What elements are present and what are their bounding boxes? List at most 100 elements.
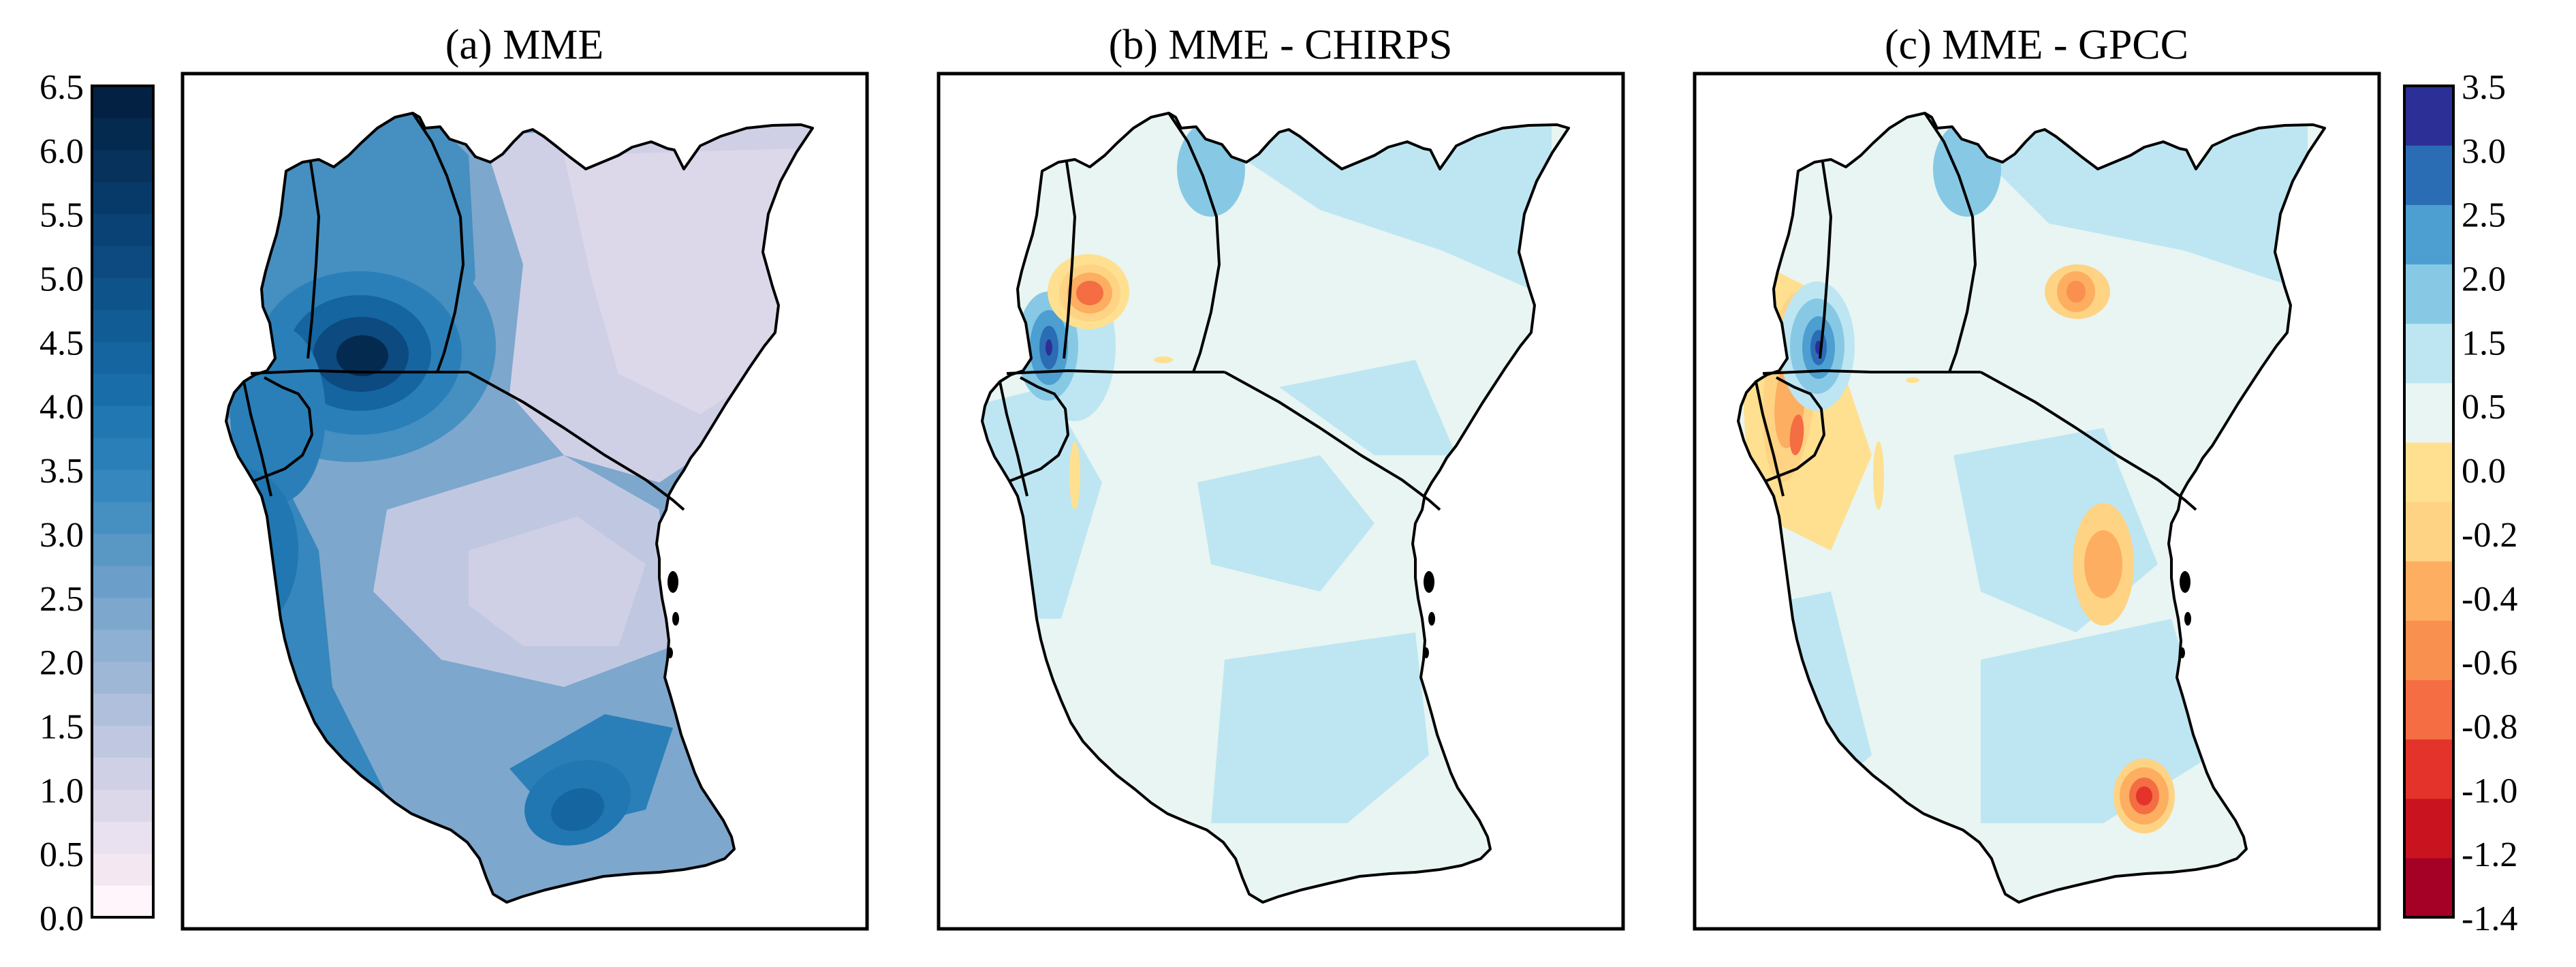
island	[1424, 647, 1429, 658]
country-border	[1063, 162, 1076, 359]
right-colorbar-tick-label: -1.0	[2462, 771, 2517, 810]
field-blob	[1906, 378, 1919, 383]
field-band	[1211, 632, 1429, 823]
island	[667, 647, 673, 658]
coastline	[981, 112, 1570, 904]
panel-a-title: (a) MME	[445, 22, 603, 68]
right-colorbar-tick-label: 3.0	[2462, 132, 2506, 171]
left-colorbar-ticks: 0.0 0.5 1.0 1.5 2.0 2.5 3.0 3.5 4.0 4.5 5.0 5.5 6.0 6…	[40, 68, 84, 938]
right-colorbar-swatch	[2404, 145, 2453, 205]
left-colorbar-tick-label: 5.5	[40, 196, 84, 235]
country-border	[1923, 112, 1977, 373]
left-colorbar-swatch	[92, 597, 153, 630]
right-colorbar	[2403, 85, 2455, 919]
country-border	[411, 112, 465, 373]
country-border	[253, 376, 313, 482]
left-colorbar-tick-label: 5.0	[40, 260, 84, 299]
panel-b-coastline	[981, 112, 1570, 904]
left-colorbar-swatch	[92, 853, 153, 886]
field-blob	[1154, 356, 1173, 363]
right-colorbar-tick-label: -1.4	[2462, 900, 2517, 938]
coastline	[1737, 112, 2326, 904]
right-colorbar-swatch	[2404, 442, 2453, 502]
left-colorbar-swatch	[92, 405, 153, 438]
field-blob	[1046, 339, 1052, 356]
right-colorbar-outline	[2403, 85, 2455, 919]
left-colorbar-tick-label: 2.5	[40, 580, 84, 619]
left-colorbar-swatch	[92, 181, 153, 215]
island	[2180, 571, 2190, 593]
right-colorbar-swatch	[2404, 679, 2453, 740]
left-colorbar-tick-label: 4.5	[40, 324, 84, 363]
right-colorbar-swatch	[2404, 382, 2453, 443]
coastline	[225, 112, 814, 904]
island	[2180, 647, 2185, 658]
field-blob	[2136, 786, 2152, 805]
left-colorbar-swatch	[92, 373, 153, 406]
right-colorbar-swatch	[2404, 86, 2453, 146]
right-colorbar-tick-label: 2.0	[2462, 260, 2506, 299]
right-colorbar-tick-label: 2.5	[2462, 196, 2506, 235]
field-band	[1279, 360, 1456, 455]
right-colorbar-swatch	[2404, 620, 2453, 681]
field-blob	[551, 788, 604, 831]
left-colorbar-swatch	[92, 661, 153, 694]
panel-b-title: (b) MME - CHIRPS	[1109, 22, 1453, 68]
field-blob	[1789, 414, 1804, 455]
left-colorbar-tick-label: 4.0	[40, 388, 84, 427]
island	[672, 612, 679, 626]
country-border	[1980, 371, 2197, 511]
country-border	[250, 369, 469, 375]
right-colorbar-tick-label: -0.8	[2462, 708, 2517, 747]
left-colorbar-tick-label: 1.0	[40, 771, 84, 810]
right-colorbar-tick-label: -1.2	[2462, 835, 2517, 874]
panel-c-coastline	[1737, 112, 2326, 904]
left-colorbar-swatch	[92, 885, 153, 918]
right-colorbar-tick-label: -0.4	[2462, 580, 2517, 619]
right-colorbar-swatch	[2404, 204, 2453, 265]
left-colorbar-swatch	[92, 693, 153, 726]
left-colorbar-swatch	[92, 309, 153, 342]
left-colorbar-tick-label: 6.0	[40, 132, 84, 171]
left-colorbar-swatch	[92, 149, 153, 183]
panel-a-coastline	[225, 112, 814, 904]
country-border	[468, 371, 685, 511]
left-colorbar-tick-label: 3.5	[40, 452, 84, 491]
left-colorbar-swatch	[92, 117, 153, 151]
country-border	[1224, 371, 1441, 511]
right-colorbar-tick-label: -0.2	[2462, 516, 2517, 555]
left-colorbar-swatch	[92, 502, 153, 534]
right-colorbar-tick-label: -0.6	[2462, 644, 2517, 683]
field-blob	[2084, 530, 2122, 598]
left-colorbar-tick-label: 3.0	[40, 516, 84, 555]
island	[1428, 612, 1435, 626]
left-colorbar-swatch	[92, 213, 153, 247]
island	[667, 571, 678, 593]
country-border	[1819, 162, 1832, 359]
left-colorbar-outline	[91, 85, 155, 919]
left-colorbar-swatch	[92, 789, 153, 822]
left-colorbar-tick-label: 0.0	[40, 900, 84, 938]
field-band	[469, 517, 646, 646]
left-colorbar-swatch	[92, 245, 153, 279]
left-colorbar-swatch	[92, 725, 153, 758]
field-blob	[2067, 281, 2086, 303]
left-colorbar-swatch	[92, 565, 153, 598]
left-colorbar-swatch	[92, 341, 153, 374]
country-border	[1009, 376, 1069, 482]
left-colorbar-swatch	[92, 757, 153, 790]
field-blob	[336, 335, 388, 376]
right-colorbar-tick-label: 0.5	[2462, 388, 2506, 427]
right-colorbar-tick-label: 3.5	[2462, 68, 2506, 107]
panel-a-map: (a) MME	[180, 22, 869, 931]
country-border	[1765, 376, 1825, 482]
field-band	[1197, 114, 1552, 298]
left-colorbar-swatch	[92, 629, 153, 662]
left-colorbar-swatch	[92, 438, 153, 470]
right-colorbar-swatch	[2404, 502, 2453, 562]
field-blob	[1076, 281, 1103, 305]
country-border	[1762, 369, 1981, 375]
country-border	[1006, 369, 1225, 375]
left-colorbar-swatch	[92, 470, 153, 502]
left-colorbar-tick-label: 6.5	[40, 68, 84, 107]
